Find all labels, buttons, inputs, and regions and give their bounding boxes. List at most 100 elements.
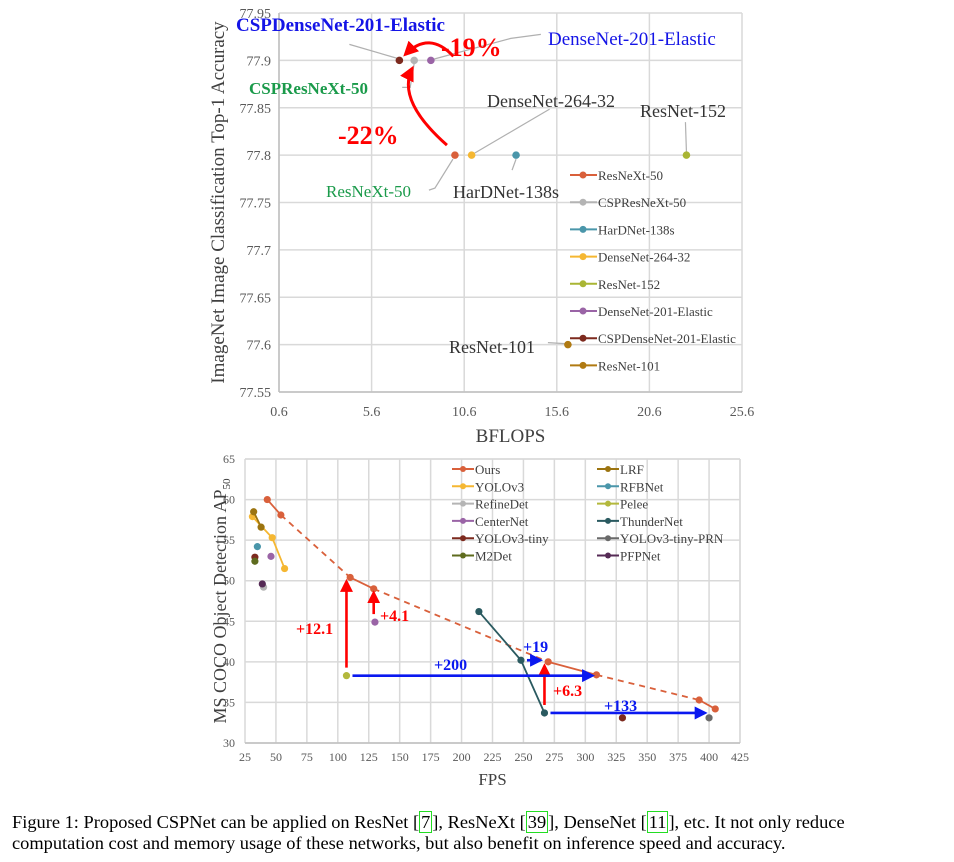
- gain-label: +4.1: [380, 608, 409, 625]
- annotation-label: -22%: [338, 121, 399, 150]
- legend-item: ResNet-152: [570, 277, 660, 292]
- data-point: [592, 671, 601, 679]
- y-tick-label: 77.95: [240, 7, 272, 22]
- x-tick-label: 250: [514, 750, 532, 764]
- annotation-label: ResNet-101: [449, 337, 535, 357]
- data-point: [250, 508, 258, 516]
- legend-item: YOLOv3-tiny: [452, 531, 549, 546]
- data-point: [370, 585, 378, 593]
- data-point: [544, 658, 552, 666]
- x-tick-label: 325: [607, 750, 625, 764]
- series-yolov3-tiny-prn: [705, 714, 713, 722]
- gain-label: +133: [604, 698, 637, 715]
- x-axis-title: FPS: [478, 770, 506, 789]
- data-point: [695, 696, 703, 704]
- svg-text:HarDNet-138s: HarDNet-138s: [598, 222, 675, 237]
- data-point: [705, 714, 713, 722]
- legend-item: CenterNet: [452, 514, 529, 529]
- leader-lines: [349, 33, 688, 345]
- data-point: [618, 714, 627, 722]
- data-point: [277, 511, 285, 519]
- legend-item: DenseNet-201-Elastic: [570, 304, 713, 319]
- svg-text:LRF: LRF: [620, 462, 644, 477]
- y-tick-label: 60: [223, 493, 235, 507]
- data-point: [564, 340, 572, 349]
- annotation-label: CSPResNeXt-50: [249, 79, 368, 98]
- legend-item: CSPDenseNet-201-Elastic: [570, 331, 736, 346]
- data-point: [682, 151, 691, 159]
- y-tick-label: 40: [223, 655, 235, 669]
- series-pelee: [342, 672, 351, 680]
- coco-detection-chart: 30 35 40 45 50 55 60 65 25 50 75 100 125 150 175 200 225…: [210, 452, 749, 789]
- legend-item: LRF: [597, 462, 644, 477]
- y-tick-label: 50: [223, 574, 235, 588]
- x-tick-label: 125: [360, 750, 378, 764]
- svg-text:ThunderNet: ThunderNet: [620, 514, 683, 529]
- legend-item: ResNeXt-50: [570, 168, 663, 183]
- legend-item: RefineDet: [452, 497, 529, 512]
- data-point: [258, 580, 266, 588]
- svg-text:ResNet-152: ResNet-152: [598, 277, 660, 292]
- x-tick-label: 0.6: [270, 405, 288, 420]
- citation-link-7[interactable]: 7: [419, 811, 433, 833]
- legend-item: CSPResNeXt-50: [570, 195, 686, 210]
- series-m2det: [251, 557, 259, 565]
- legend-item: DenseNet-264-32: [570, 250, 690, 265]
- annotation-label: CSPDenseNet-201-Elastic: [236, 15, 445, 36]
- data-point: [395, 56, 404, 65]
- svg-text:DenseNet-264-32: DenseNet-264-32: [598, 250, 690, 265]
- legend-item: M2Det: [452, 549, 512, 564]
- svg-text:ResNeXt-50: ResNeXt-50: [598, 168, 663, 183]
- legend-item: YOLOv3-tiny-PRN: [597, 531, 724, 546]
- legend-item: YOLOv3: [452, 479, 524, 494]
- legend-item: Ours: [452, 462, 500, 477]
- gain-label: +6.3: [553, 683, 582, 700]
- citation-link-11[interactable]: 11: [646, 811, 669, 833]
- x-tick-label: 20.6: [637, 405, 662, 420]
- data-point: [451, 151, 459, 159]
- data-point: [427, 56, 435, 65]
- reduction-arrow-22: [400, 65, 448, 147]
- y-tick-label: 77.7: [247, 244, 272, 259]
- data-point: [711, 705, 719, 713]
- legend-item: Pelee: [597, 497, 648, 512]
- legend: Ours YOLOv3 RefineDet CenterNet YOLOv3-tiny M…: [452, 462, 724, 564]
- data-point: [342, 672, 351, 680]
- svg-text:YOLOv3-tiny-PRN: YOLOv3-tiny-PRN: [620, 531, 724, 546]
- svg-text:CSPDenseNet-201-Elastic: CSPDenseNet-201-Elastic: [598, 331, 736, 346]
- x-tick-label: 425: [731, 750, 749, 764]
- data-point: [251, 557, 259, 565]
- annotation-label: ResNeXt-50: [326, 182, 411, 201]
- x-tick-label: 10.6: [452, 405, 477, 420]
- y-tick-label: 55: [223, 533, 235, 547]
- data-point: [475, 607, 483, 616]
- y-tick-label: 77.85: [240, 102, 272, 117]
- svg-text:CenterNet: CenterNet: [475, 514, 529, 529]
- svg-text:YOLOv3-tiny: YOLOv3-tiny: [475, 531, 549, 546]
- y-tick-label: 77.8: [247, 149, 272, 164]
- svg-text:ResNet-101: ResNet-101: [598, 358, 660, 373]
- svg-text:DenseNet-201-Elastic: DenseNet-201-Elastic: [598, 304, 713, 319]
- series-centernet: [267, 552, 379, 626]
- data-point: [346, 573, 354, 582]
- svg-text:RefineDet: RefineDet: [475, 497, 529, 512]
- y-tick-label: 77.75: [240, 197, 272, 212]
- legend: ResNeXt-50 CSPResNeXt-50 HarDNet-138s Dense…: [570, 168, 736, 373]
- gain-label: +200: [434, 657, 467, 674]
- citation-link-39[interactable]: 39: [525, 811, 549, 833]
- x-tick-label: 300: [576, 750, 594, 764]
- imagenet-accuracy-chart: 77.55 77.6 77.65 77.7 77.75 77.8 77.85 77.9 77.9…: [208, 7, 754, 445]
- y-tick-label: 77.6: [247, 339, 272, 354]
- data-point: [410, 56, 418, 65]
- data-point: [263, 495, 271, 504]
- x-tick-label: 175: [422, 750, 440, 764]
- svg-text:RFBNet: RFBNet: [620, 479, 664, 494]
- y-tick-label: 30: [223, 736, 235, 750]
- legend-item: PFPNet: [597, 549, 661, 564]
- y-tick-label: 45: [223, 614, 235, 628]
- x-tick-label: 150: [391, 750, 409, 764]
- x-tick-label: 200: [453, 750, 471, 764]
- data-point: [257, 523, 265, 531]
- y-axis-title: ImageNet Image Classification Top-1 Accu…: [208, 21, 229, 384]
- svg-text:Ours: Ours: [475, 462, 500, 477]
